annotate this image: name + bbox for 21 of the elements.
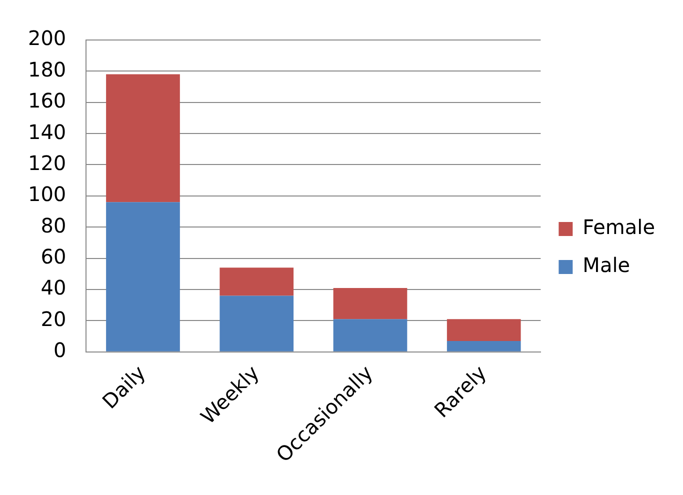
- bar: [333, 319, 408, 352]
- bar: [220, 296, 294, 352]
- y-tick-label: 160: [28, 88, 66, 113]
- bar: [446, 340, 521, 352]
- y-tick-label: 100: [28, 182, 66, 206]
- bar: [333, 288, 408, 320]
- bar: [220, 268, 294, 296]
- bar: [106, 202, 180, 352]
- y-tick-label: 200: [28, 26, 66, 50]
- y-tick-label: 0: [53, 338, 66, 362]
- bar: [106, 74, 180, 202]
- y-tick-label: 20: [40, 306, 66, 331]
- y-tick-label: 180: [28, 57, 66, 82]
- legend-label: Female: [582, 215, 656, 240]
- legend-label: Male: [582, 253, 630, 278]
- y-tick-label: 80: [40, 213, 66, 238]
- y-tick-label: 40: [40, 276, 66, 300]
- y-tick-label: 60: [40, 244, 66, 269]
- bar: [446, 319, 521, 341]
- y-tick-label: 140: [28, 120, 66, 144]
- y-tick-label: 120: [28, 150, 66, 175]
